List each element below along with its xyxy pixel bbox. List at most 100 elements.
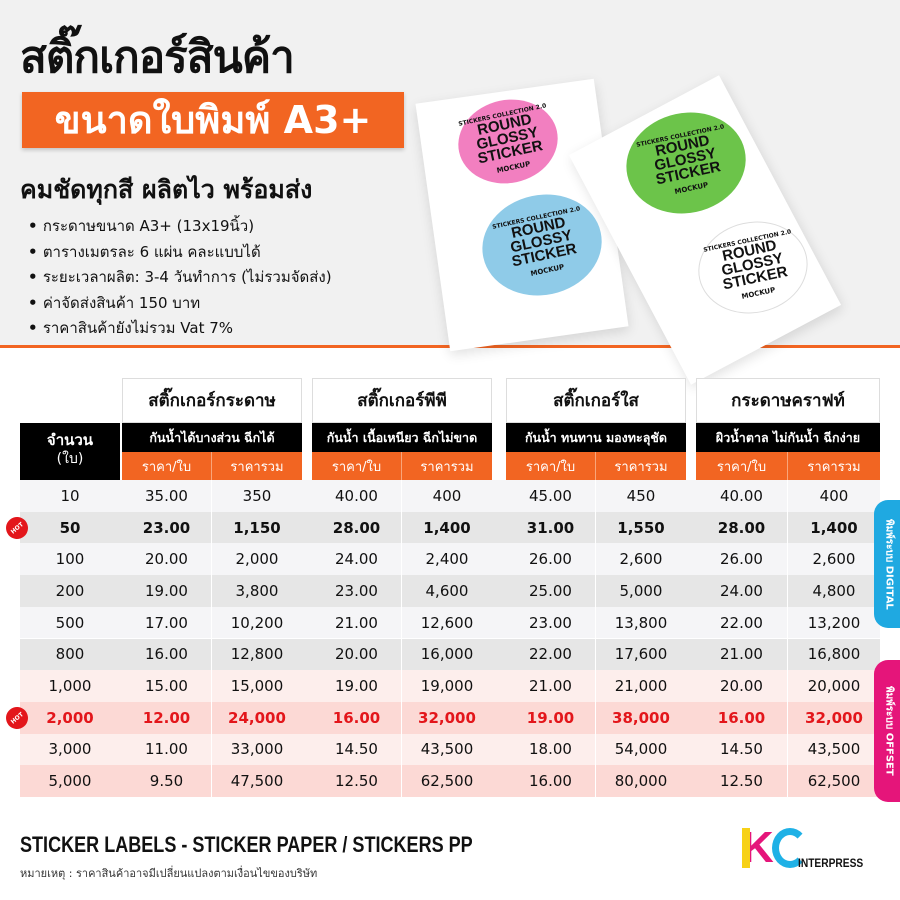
price-total-cell: 21,000 — [614, 677, 668, 696]
price-each-cell: 26.00 — [696, 543, 788, 576]
table-row — [20, 606, 880, 639]
table-row — [20, 638, 880, 671]
price-each-cell: 23.00 — [506, 606, 596, 639]
price-each-cell: 12.00 — [122, 701, 212, 734]
group-header: กระดาษคราฟท์ — [696, 378, 880, 423]
price-total-cell: 80,000 — [614, 772, 668, 791]
price-each-cell: 25.00 — [506, 575, 596, 607]
price-each-header: ราคา/ใบ — [312, 452, 402, 480]
price-total-cell: 350 — [242, 486, 272, 505]
price-each-cell: 23.00 — [312, 575, 402, 607]
price-each-cell: 11.00 — [122, 733, 212, 766]
price-total-cell: 2,000 — [235, 550, 279, 569]
price-total-cell: 19,000 — [420, 677, 474, 696]
subtitle: คมชัดทุกสี ผลิตไว พร้อมส่ง — [20, 175, 313, 204]
price-each-cell: 17.00 — [122, 606, 212, 639]
offset-print-tab[interactable]: พิมพ์ระบบ OFFSET — [874, 660, 900, 802]
price-total-cell: 2,600 — [812, 550, 856, 569]
feature-item: ระยะเวลาผลิต: 3-4 วันทำการ (ไม่รวมจัดส่ง… — [28, 265, 332, 291]
price-total-cell: 38,000 — [612, 708, 670, 727]
price-each-cell: 21.00 — [312, 606, 402, 639]
table-row — [20, 543, 880, 576]
group-header: สติ๊กเกอร์ใส — [506, 378, 686, 423]
price-total-header: ราคารวม — [788, 452, 880, 480]
kc-interpress-logo: K INTERPRESS — [742, 823, 864, 872]
price-each-cell: 9.50 — [122, 765, 212, 797]
quantity-label: จำนวน — [46, 431, 94, 449]
price-each-cell: 28.00 — [696, 511, 788, 544]
price-total-cell: 3,800 — [235, 581, 279, 600]
quantity-cell: 800 — [55, 645, 85, 664]
group-description: กันน้ำ เนื้อเหนียว ฉีกไม่ขาด — [312, 423, 492, 452]
price-each-cell: 21.00 — [506, 670, 596, 702]
price-total-cell: 450 — [626, 486, 656, 505]
price-each-cell: 26.00 — [506, 543, 596, 576]
group-description: ผิวน้ำตาล ไม่กันน้ำ ฉีกง่าย — [696, 423, 880, 452]
price-total-cell: 4,600 — [425, 581, 469, 600]
price-total-cell: 1,150 — [233, 518, 281, 537]
price-each-cell: 23.00 — [122, 511, 212, 544]
price-each-cell: 28.00 — [312, 511, 402, 544]
price-each-cell: 40.00 — [312, 480, 402, 512]
price-total-cell: 24,000 — [228, 708, 286, 727]
price-each-cell: 35.00 — [122, 480, 212, 512]
price-total-cell: 15,000 — [230, 677, 284, 696]
price-each-cell: 20.00 — [122, 543, 212, 576]
price-each-cell: 24.00 — [696, 575, 788, 607]
quantity-cell: 3,000 — [48, 740, 92, 759]
price-each-cell: 14.50 — [312, 733, 402, 766]
table-row — [20, 575, 880, 607]
price-each-cell: 16.00 — [122, 638, 212, 671]
price-total-cell: 4,800 — [812, 581, 856, 600]
price-total-cell: 20,000 — [807, 677, 861, 696]
price-each-cell: 40.00 — [696, 480, 788, 512]
quantity-cell: 2,000 — [46, 708, 94, 727]
price-total-cell: 43,500 — [420, 740, 474, 759]
price-total-cell: 17,600 — [614, 645, 668, 664]
price-each-cell: 16.00 — [506, 765, 596, 797]
table-row — [20, 733, 880, 766]
price-each-cell: 18.00 — [506, 733, 596, 766]
price-each-cell: 22.00 — [506, 638, 596, 671]
price-total-cell: 62,500 — [420, 772, 474, 791]
price-each-header: ราคา/ใบ — [506, 452, 596, 480]
price-each-cell: 21.00 — [696, 638, 788, 671]
feature-list: กระดาษขนาด A3+ (13x19นิ้ว) ตารางเมตรละ 6… — [28, 214, 332, 342]
price-total-cell: 2,600 — [619, 550, 663, 569]
price-each-header: ราคา/ใบ — [696, 452, 788, 480]
feature-item: ราคาสินค้ายังไม่รวม Vat 7% — [28, 316, 332, 342]
price-total-cell: 32,000 — [805, 708, 863, 727]
price-total-cell: 12,800 — [230, 645, 284, 664]
price-each-cell: 22.00 — [696, 606, 788, 639]
quantity-unit: (ใบ) — [56, 451, 84, 467]
quantity-cell: 200 — [55, 581, 85, 600]
price-total-cell: 47,500 — [230, 772, 284, 791]
price-total-header: ราคารวม — [212, 452, 302, 480]
digital-print-tab[interactable]: พิมพ์ระบบ DIGITAL — [874, 500, 900, 628]
price-total-cell: 16,000 — [420, 645, 474, 664]
feature-item: กระดาษขนาด A3+ (13x19นิ้ว) — [28, 214, 332, 240]
price-each-cell: 19.00 — [506, 701, 596, 734]
price-each-cell: 31.00 — [506, 511, 596, 544]
price-total-cell: 2,400 — [425, 550, 469, 569]
quantity-header: จำนวน (ใบ) — [20, 423, 120, 480]
price-total-cell: 43,500 — [807, 740, 861, 759]
quantity-cell: 1,000 — [48, 677, 92, 696]
quantity-cell: 10 — [60, 486, 80, 505]
price-total-cell: 400 — [432, 486, 462, 505]
price-each-cell: 12.50 — [312, 765, 402, 797]
table-row — [20, 480, 880, 512]
feature-item: ค่าจัดส่งสินค้า 150 บาท — [28, 291, 332, 317]
price-each-cell: 20.00 — [312, 638, 402, 671]
price-each-cell: 45.00 — [506, 480, 596, 512]
sticker-big-text: ROUND GLOSSY STICKER — [720, 236, 790, 294]
quantity-cell: 50 — [59, 518, 81, 537]
price-total-cell: 1,400 — [423, 518, 471, 537]
table-row — [20, 511, 880, 544]
sticker-big-text: ROUND GLOSSY STICKER — [653, 132, 723, 189]
price-total-cell: 5,000 — [619, 581, 663, 600]
price-each-cell: 24.00 — [312, 543, 402, 576]
price-total-cell: 32,000 — [418, 708, 476, 727]
price-each-cell: 20.00 — [696, 670, 788, 702]
price-each-cell: 16.00 — [696, 701, 788, 734]
